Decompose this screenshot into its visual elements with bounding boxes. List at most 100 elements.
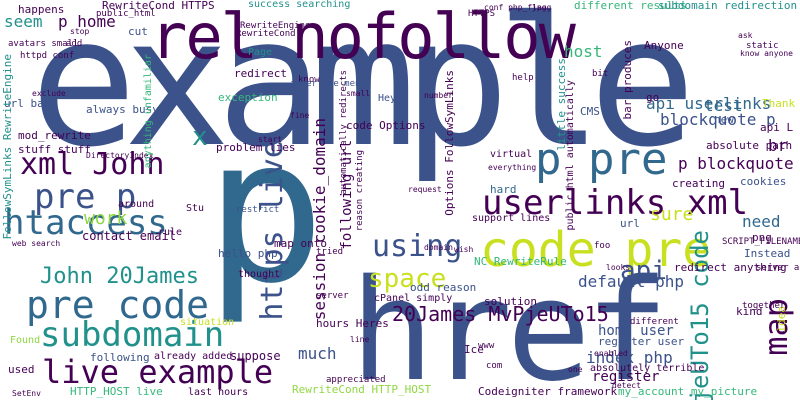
- cloud-word: Thank: [762, 97, 796, 110]
- cloud-word: com: [486, 361, 503, 371]
- cloud-word: conf php_flag: [484, 3, 547, 12]
- cloud-word: subdomain: [40, 315, 225, 355]
- cloud-word: xml John: [20, 147, 165, 182]
- cloud-word: RewriteEngine: [240, 21, 311, 31]
- cloud-word: domain: [424, 243, 453, 252]
- cloud-word: live example: [42, 353, 274, 391]
- cloud-word: rule: [158, 227, 183, 238]
- cloud-word: go: [646, 91, 660, 104]
- cloud-word: everything: [488, 163, 537, 172]
- cloud-word: FollowSymLinks RewriteEngine: [1, 54, 14, 240]
- cloud-word: code pre: [480, 222, 712, 278]
- cloud-word: Hey: [378, 93, 397, 104]
- cloud-word: 20James MvPjeUTo15: [392, 302, 609, 326]
- cloud-word: space: [368, 264, 447, 294]
- cloud-word: Instead: [744, 247, 791, 260]
- cloud-word: using: [372, 229, 463, 264]
- cloud-word: know: [298, 75, 320, 85]
- cloud-word: success searching: [248, 0, 351, 10]
- cloud-word: fine: [290, 111, 310, 120]
- cloud-word: redirect anything: [674, 261, 787, 274]
- cloud-word: foo: [594, 241, 611, 251]
- cloud-word: different results: [574, 0, 687, 12]
- cloud-word: Found: [10, 335, 41, 346]
- cloud-word: url: [620, 217, 640, 230]
- cloud-word: default php: [578, 272, 684, 291]
- cloud-word: restrict: [236, 205, 280, 215]
- cloud-word: code Options: [346, 119, 426, 132]
- cloud-word: HTTPS: [468, 9, 496, 19]
- cloud-word: Stu: [186, 203, 205, 214]
- cloud-word: cut: [128, 25, 148, 38]
- cloud-word: redirect: [234, 67, 287, 80]
- cloud-word: blockquote p: [660, 110, 776, 129]
- cloud-word: absolute path: [706, 139, 793, 152]
- cloud-word: HTTP_HOST live: [70, 385, 163, 398]
- cloud-word: x: [192, 122, 208, 152]
- cloud-word: map onto: [274, 237, 327, 250]
- cloud-word: session cookie_domain: [310, 118, 329, 321]
- cloud-word: one: [568, 365, 583, 374]
- cloud-word: appreciated: [326, 375, 386, 385]
- cloud-word: href: [350, 250, 669, 400]
- cloud-word: register: [592, 369, 660, 385]
- cloud-word: request: [408, 185, 442, 194]
- cloud-word: Codeigniter framework: [478, 385, 618, 398]
- cloud-word: rel nofollow: [150, 0, 576, 73]
- cloud-word: used: [8, 363, 35, 376]
- cloud-word: reason creating: [355, 150, 365, 232]
- cloud-word: bar produces: [621, 40, 634, 120]
- cloud-word: static: [746, 41, 779, 51]
- cloud-word: solution: [484, 295, 537, 308]
- cloud-word: add: [66, 39, 83, 49]
- cloud-word: RewriteCond: [236, 29, 296, 39]
- cloud-word: test: [704, 96, 743, 115]
- cloud-word: https live: [255, 140, 290, 321]
- cloud-word: cPanel simply: [374, 293, 453, 304]
- cloud-word: bit: [592, 69, 609, 79]
- cloud-word: virtual: [490, 149, 533, 160]
- cloud-word: absolutely terrible: [590, 363, 705, 374]
- cloud-word: NC RewriteRule: [474, 255, 567, 268]
- cloud-word: p: [205, 95, 326, 328]
- cloud-word: htaccess: [4, 203, 168, 243]
- cloud-word: help: [512, 73, 534, 83]
- cloud-word: know anyone: [740, 49, 793, 58]
- cloud-word: ask: [738, 31, 753, 40]
- cloud-word: line: [350, 335, 370, 344]
- cloud-word: server adding img: [756, 263, 800, 273]
- cloud-word: jpeg: [532, 3, 552, 12]
- cloud-word: p blockquote: [678, 154, 794, 173]
- cloud-word: host: [564, 42, 603, 61]
- cloud-word: CMS: [580, 105, 600, 118]
- cloud-word: exclude: [32, 89, 66, 98]
- cloud-word: always busy: [86, 103, 159, 116]
- cloud-word: cookies: [740, 175, 787, 188]
- cloud-word: subdomain redirection: [658, 0, 798, 12]
- cloud-word: much: [298, 344, 337, 363]
- cloud-word: work: [84, 208, 128, 229]
- cloud-word: suppose: [230, 349, 281, 363]
- cloud-word: Anyone: [644, 39, 684, 52]
- cloud-word: RewriteCond HTTPS: [102, 0, 215, 12]
- cloud-word: MvPjeUTo15 code: [686, 230, 714, 400]
- cloud-word: httpd conf: [20, 51, 75, 61]
- cloud-word: together: [742, 301, 786, 311]
- cloud-word: detect: [612, 381, 641, 390]
- cloud-word: problem lies: [216, 141, 296, 154]
- cloud-word: looks: [606, 263, 631, 272]
- cloud-word: thought: [238, 269, 281, 280]
- cloud-word: odd reason: [410, 281, 477, 294]
- cloud-word: api L: [760, 121, 794, 134]
- cloud-word: last hours: [188, 387, 249, 398]
- cloud-word: hours Heres: [316, 317, 389, 330]
- cloud-word: Ice: [464, 343, 484, 356]
- cloud-word: br: [768, 136, 788, 155]
- cloud-word: index php: [586, 348, 673, 367]
- cloud-word: situation: [180, 317, 235, 328]
- cloud-word: userlinks xml: [482, 183, 749, 223]
- cloud-word: public html automatically: [565, 80, 576, 231]
- cloud-word: RewriteCond HTTP_HOST: [292, 383, 432, 396]
- cloud-word: register user: [598, 335, 685, 348]
- cloud-word: SCRIPT_FILENAME: [722, 237, 800, 247]
